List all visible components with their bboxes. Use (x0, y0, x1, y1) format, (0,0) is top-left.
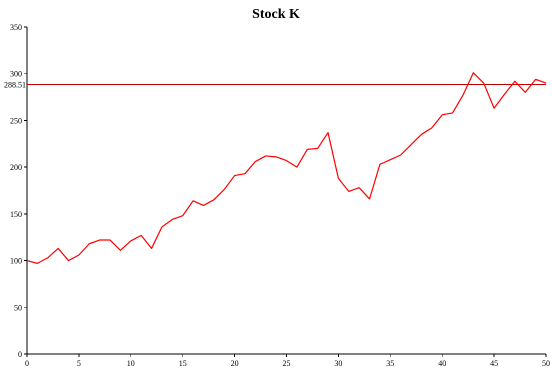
series-point (525, 92, 526, 93)
series-point (141, 235, 142, 236)
series-point (327, 132, 328, 133)
series-point (172, 219, 173, 220)
series-point (473, 72, 474, 73)
x-tick-label: 5 (77, 359, 81, 368)
series-point (545, 82, 546, 83)
series-point (421, 134, 422, 135)
series-point (504, 94, 505, 95)
series-point (37, 263, 38, 264)
stock-price-series-line (26, 72, 547, 264)
y-tick-label: 100 (10, 257, 22, 266)
series-points (26, 72, 546, 264)
series-point (99, 239, 100, 240)
series-point (348, 191, 349, 192)
y-tick-label: 300 (10, 70, 22, 79)
series-point (410, 144, 411, 145)
y-tick-label: 250 (10, 116, 22, 125)
series-point (494, 108, 495, 109)
x-axis-ticks: 0 5 10 15 20 25 30 35 40 45 50 (25, 354, 550, 368)
series-point (120, 250, 121, 251)
series-point (286, 160, 287, 161)
series-point (462, 95, 463, 96)
x-tick-label: 10 (127, 359, 135, 368)
y-tick-label: 350 (10, 23, 22, 32)
series-point (276, 156, 277, 157)
y-tick-label: 0 (18, 350, 22, 359)
x-tick-label: 40 (438, 359, 446, 368)
series-point (431, 127, 432, 128)
series-point (224, 189, 225, 190)
series-point (68, 260, 69, 261)
series-point (452, 112, 453, 113)
reference-line-label: 288.51 (4, 80, 26, 89)
series-point (26, 260, 27, 261)
series-point (359, 187, 360, 188)
x-tick-label: 15 (179, 359, 187, 368)
x-tick-label: 45 (490, 359, 498, 368)
series-point (234, 175, 235, 176)
series-point (265, 155, 266, 156)
series-point (442, 114, 443, 115)
x-tick-label: 25 (283, 359, 291, 368)
x-tick-label: 0 (25, 359, 29, 368)
series-point (317, 148, 318, 149)
y-axis-ticks: 0 50 100 150 200 250 300 350 (10, 23, 27, 359)
series-point (151, 248, 152, 249)
x-tick-label: 20 (231, 359, 239, 368)
series-point (47, 257, 48, 258)
series-point (296, 167, 297, 168)
x-tick-label: 50 (542, 359, 550, 368)
y-tick-label: 50 (14, 303, 22, 312)
series-point (255, 161, 256, 162)
series-point (369, 198, 370, 199)
series-point (379, 164, 380, 165)
series-point (58, 248, 59, 249)
y-tick-label: 200 (10, 163, 22, 172)
x-tick-label: 30 (334, 359, 342, 368)
series-point (244, 173, 245, 174)
series-point (514, 81, 515, 82)
series-point (535, 79, 536, 80)
series-point (192, 200, 193, 201)
series-point (109, 239, 110, 240)
chart-title: Stock K (252, 7, 300, 22)
series-point (130, 240, 131, 241)
series-point (161, 226, 162, 227)
series-point (89, 243, 90, 244)
series-point (338, 178, 339, 179)
series-point (182, 215, 183, 216)
series-point (483, 82, 484, 83)
series-point (203, 205, 204, 206)
series-point (400, 154, 401, 155)
series-point (390, 159, 391, 160)
y-tick-label: 150 (10, 210, 22, 219)
series-point (307, 149, 308, 150)
x-tick-label: 35 (386, 359, 394, 368)
series-point (213, 199, 214, 200)
series-point (78, 254, 79, 255)
